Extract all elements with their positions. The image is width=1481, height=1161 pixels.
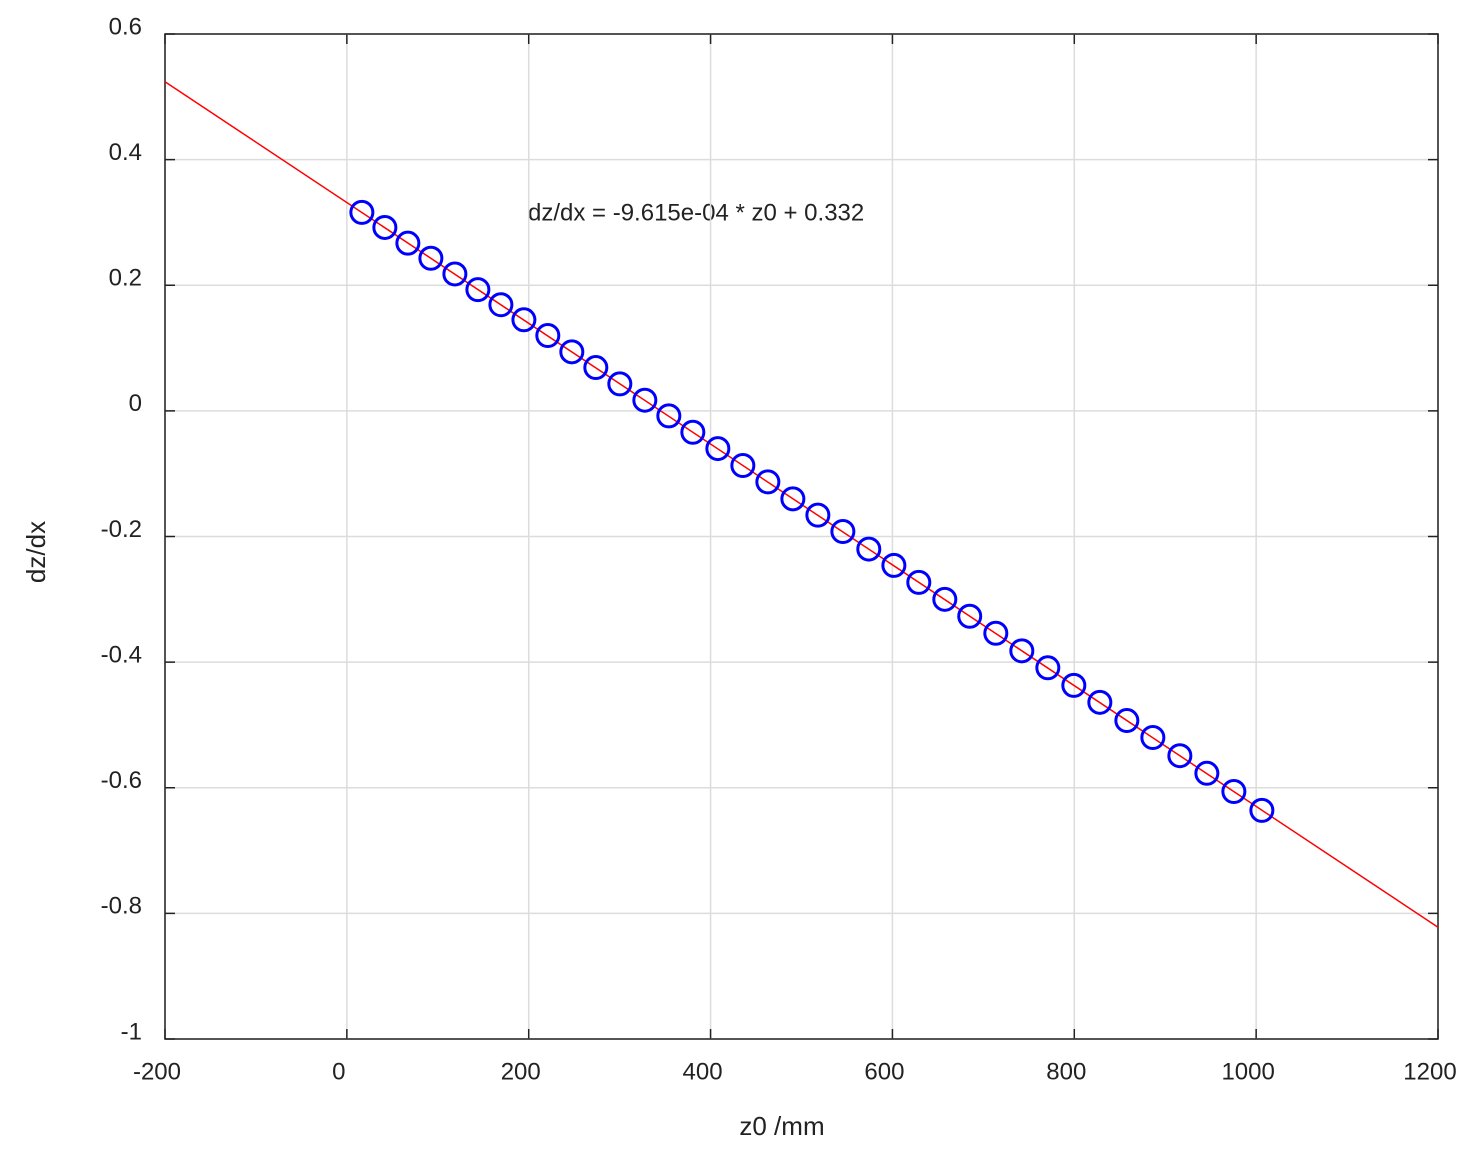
x-axis-label: z0 /mm	[739, 1111, 824, 1141]
x-tick-label: 1200	[1403, 1058, 1456, 1085]
data-point	[705, 436, 731, 462]
data-point	[1249, 797, 1275, 823]
data-point	[1140, 725, 1166, 750]
x-tick-label: -200	[133, 1058, 181, 1085]
data-point	[607, 371, 633, 397]
data-point	[395, 230, 421, 256]
data-point	[1221, 779, 1247, 805]
x-tick-label: 1000	[1221, 1058, 1274, 1085]
data-point	[418, 245, 444, 271]
data-point	[680, 419, 706, 445]
y-tick-label: 0.2	[109, 265, 142, 292]
x-tick-label: 600	[864, 1058, 904, 1085]
data-point	[755, 469, 781, 495]
data-point	[780, 486, 806, 512]
y-tick-label: -0.4	[101, 641, 142, 668]
data-point	[805, 502, 831, 528]
data-point	[856, 536, 882, 562]
data-point	[932, 586, 958, 612]
y-tick-label: 0.6	[109, 13, 142, 40]
data-point	[1114, 708, 1140, 734]
x-tick-label: 400	[683, 1058, 723, 1085]
data-point	[906, 569, 932, 595]
y-tick-label: 0.4	[109, 139, 142, 166]
data-point	[830, 518, 856, 544]
data-point	[730, 453, 756, 479]
data-point	[881, 552, 907, 578]
data-point	[632, 387, 658, 413]
data-point	[349, 199, 375, 225]
data-point	[983, 620, 1009, 646]
y-axis-label: dz/dx	[21, 521, 51, 583]
annotation: dz/dx = -9.615e-04 * z0 + 0.332	[528, 199, 864, 226]
y-tick-label: 0	[129, 390, 142, 417]
data-point	[442, 261, 468, 287]
data-point	[1194, 760, 1220, 786]
y-tick-label: -0.8	[101, 893, 142, 920]
data-point	[656, 403, 682, 429]
data-point	[465, 277, 491, 303]
data-point	[1061, 672, 1087, 698]
data-point	[583, 355, 609, 381]
x-tick-label: 800	[1046, 1058, 1086, 1085]
y-tick-label: -1	[121, 1018, 142, 1045]
data-point	[372, 214, 398, 240]
data-point	[1167, 743, 1193, 769]
plot-frame	[164, 33, 1439, 1040]
data-point	[535, 323, 561, 348]
x-tick-label: 200	[501, 1058, 541, 1085]
data-point	[957, 603, 983, 629]
data-point	[488, 292, 514, 318]
y-tick-label: -0.6	[101, 767, 142, 794]
data-point	[1035, 655, 1061, 681]
data-point	[559, 339, 585, 365]
x-tick-label: 0	[332, 1058, 345, 1085]
data-point	[1009, 638, 1035, 664]
data-point	[1087, 689, 1113, 715]
y-tick-label: -0.2	[101, 516, 142, 543]
data-point	[511, 307, 537, 333]
